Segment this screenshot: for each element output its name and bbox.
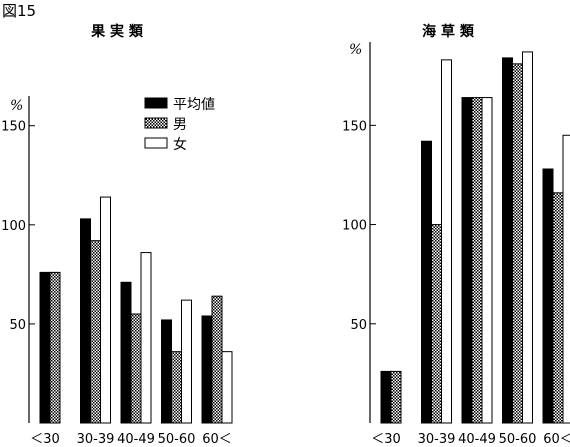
- bar-female: [481, 97, 493, 424]
- bar-mean: [421, 140, 432, 424]
- bar-male: [90, 240, 101, 424]
- chart-title: 果 実 類: [90, 23, 144, 40]
- legend-swatch-mean: [144, 97, 168, 109]
- y-tick-label: 50: [9, 318, 26, 333]
- y-tick-label: 150: [1, 120, 26, 135]
- bar-female: [100, 196, 111, 424]
- bar-male: [512, 63, 523, 424]
- seaweed-chart: 海 草 類% 50 100 150 ＜30 30-39 40-49 50-60 60＜: [342, 23, 570, 447]
- legend-label-female: 女: [173, 136, 187, 153]
- legend-label-mean: 平均値: [173, 97, 215, 113]
- bar-mean: [201, 315, 213, 424]
- bar-female: [181, 299, 192, 424]
- x-tick-label: ＜30: [30, 432, 60, 447]
- bar-mean: [161, 319, 172, 424]
- legend-swatch-female: [144, 137, 168, 149]
- bar-male: [552, 192, 564, 424]
- bar-male: [390, 370, 402, 424]
- x-tick-label: 40-49: [117, 432, 155, 447]
- y-unit-label: %: [10, 98, 23, 114]
- legend-swatch-male: [144, 117, 168, 129]
- chart-title: 海 草 類: [422, 23, 475, 40]
- bar-male: [471, 97, 483, 424]
- bar-male: [211, 295, 223, 424]
- bar-male: [171, 351, 182, 424]
- bar-female: [562, 134, 570, 424]
- y-tick-label: 50: [350, 318, 367, 333]
- y-tick-label: 100: [1, 219, 26, 234]
- bar-female: [522, 51, 533, 424]
- x-tick-label: 30-39: [77, 432, 115, 447]
- bar-mean: [542, 168, 554, 424]
- bar-mean: [39, 271, 51, 424]
- x-tick-label: 50-60: [499, 432, 537, 447]
- y-tick-label: 150: [342, 119, 367, 134]
- legend-label-male: 男: [173, 117, 187, 133]
- bar-male: [431, 224, 442, 424]
- y-unit-label: %: [349, 42, 362, 58]
- x-tick-label: 30-39: [418, 432, 456, 447]
- bar-mean: [461, 97, 473, 424]
- y-tick-label: 100: [342, 219, 367, 234]
- bar-mean: [120, 281, 132, 424]
- bar-mean: [502, 57, 513, 424]
- bar-female: [441, 59, 452, 424]
- bar-female: [221, 351, 233, 424]
- bar-mean: [80, 218, 91, 424]
- x-tick-label: 50-60: [158, 432, 196, 447]
- x-tick-label: ＜30: [371, 432, 401, 447]
- bar-male: [130, 313, 142, 424]
- figure-label: 図15: [2, 2, 37, 20]
- x-tick-label: 60＜: [202, 432, 232, 447]
- x-tick-label: 60＜: [543, 432, 570, 447]
- bar-female: [140, 252, 152, 424]
- bar-male: [49, 271, 61, 424]
- x-tick-label: 40-49: [458, 432, 496, 447]
- bar-mean: [380, 370, 392, 424]
